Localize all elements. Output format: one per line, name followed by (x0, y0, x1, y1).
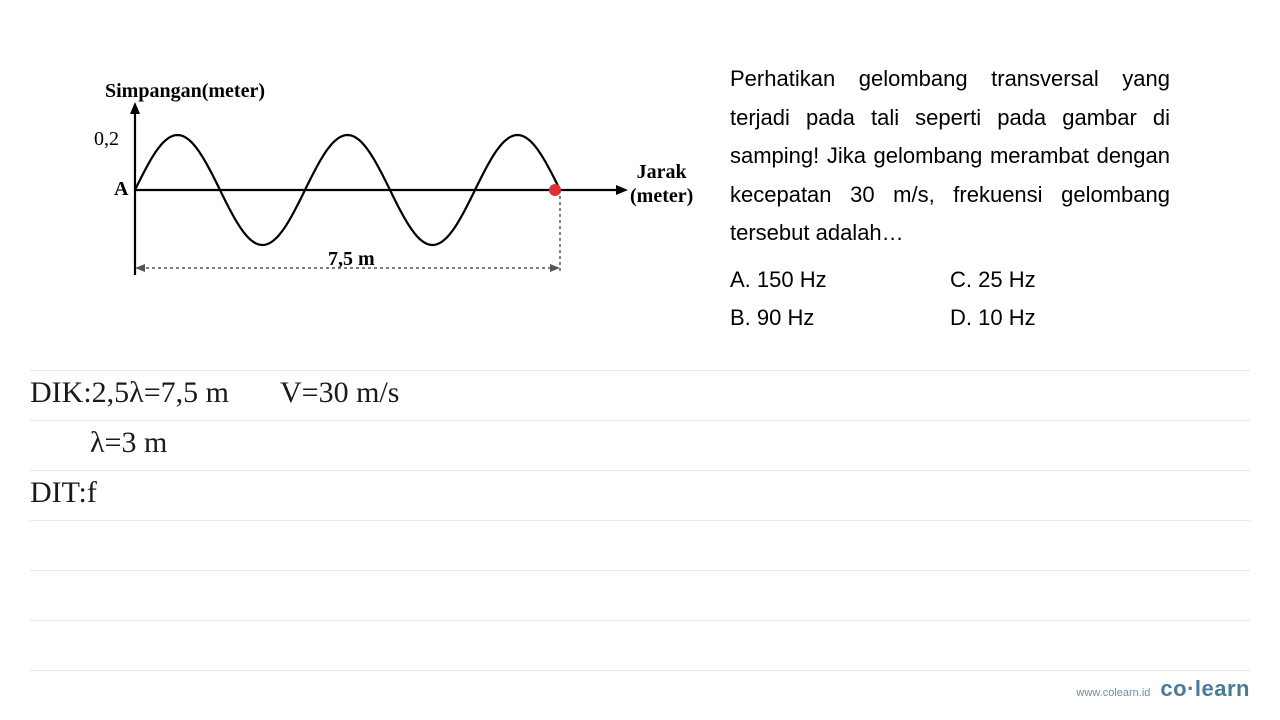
question-area: Perhatikan gelombang transversal yang te… (710, 60, 1170, 338)
dim-arrow-right-icon (550, 264, 560, 272)
wave-svg (130, 100, 690, 300)
ruled-line (30, 670, 1250, 671)
footer-url: www.colearn.id (1076, 687, 1150, 699)
question-text: Perhatikan gelombang transversal yang te… (730, 60, 1170, 253)
footer-logo: co·learn (1160, 676, 1250, 702)
ruled-line (30, 570, 1250, 571)
ruled-line (30, 420, 1250, 421)
ruled-line (30, 620, 1250, 621)
x-axis-arrow-icon (616, 185, 628, 195)
handwriting-dik-2: V=30 m/s (280, 376, 399, 410)
top-section: Simpangan(meter) 0,2 A Jarak (meter) 7,5… (0, 0, 1280, 358)
handwriting-dik-1: DIK:2,5λ=7,5 m (30, 376, 229, 410)
wave-end-dot (549, 184, 561, 196)
y-tick-label: 0,2 (94, 128, 119, 151)
wave-diagram: Simpangan(meter) 0,2 A Jarak (meter) 7,5… (90, 60, 710, 338)
option-c: C. 25 Hz (950, 261, 1170, 300)
ruled-line (30, 370, 1250, 371)
options-grid: A. 150 Hz C. 25 Hz B. 90 Hz D. 10 Hz (730, 261, 1170, 338)
option-a: A. 150 Hz (730, 261, 950, 300)
option-b: B. 90 Hz (730, 299, 950, 338)
ruled-line (30, 520, 1250, 521)
handwriting-dit: DIT:f (30, 476, 97, 510)
ruled-line (30, 470, 1250, 471)
origin-label: A (114, 178, 128, 201)
footer: www.colearn.id co·learn (1076, 676, 1250, 702)
handwriting-lambda: λ=3 m (90, 426, 167, 460)
dim-arrow-left-icon (135, 264, 145, 272)
option-d: D. 10 Hz (950, 299, 1170, 338)
y-axis-arrow-icon (130, 102, 140, 114)
